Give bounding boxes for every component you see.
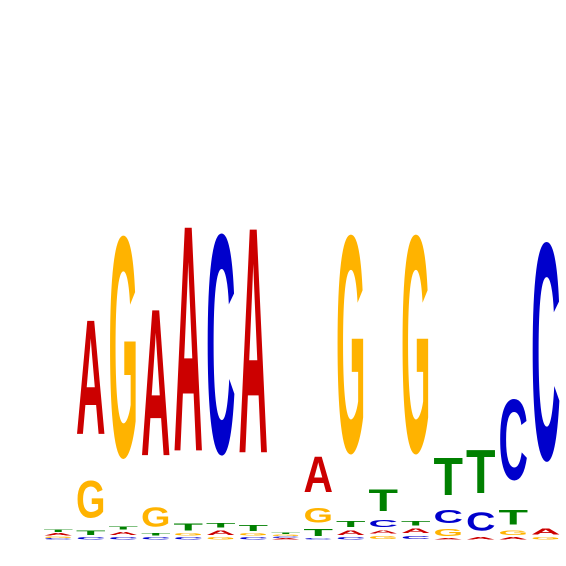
letter-C: C: [44, 538, 74, 540]
letter-A: A: [109, 531, 138, 536]
letter-A: A: [174, 157, 203, 519]
letter-A: A: [44, 533, 74, 537]
letter-C: C: [434, 507, 464, 528]
letter-T: T: [141, 533, 171, 537]
letter-T: T: [271, 533, 301, 535]
letter-C: C: [336, 536, 366, 540]
logo-column-14: ACT: [466, 436, 496, 540]
letter-G: G: [206, 536, 235, 540]
letter-T: T: [401, 520, 430, 527]
letter-T: T: [434, 446, 463, 506]
letter-C: C: [239, 536, 269, 540]
letter-T: T: [109, 525, 139, 530]
letter-C: C: [174, 536, 204, 540]
letter-C: C: [141, 536, 171, 540]
letter-C: C: [466, 508, 495, 537]
letter-G: G: [336, 171, 365, 518]
letter-T: T: [304, 527, 333, 538]
letter-G: G: [401, 171, 430, 518]
letter-T: T: [369, 483, 399, 518]
letter-T: T: [336, 520, 365, 529]
letter-T: T: [44, 529, 74, 533]
letter-G: G: [304, 503, 333, 527]
letter-A: A: [499, 536, 529, 540]
letter-C: C: [76, 536, 106, 540]
letter-G: G: [109, 171, 138, 523]
letter-T: T: [76, 529, 105, 536]
letter-A: A: [369, 529, 398, 534]
letter-A: A: [239, 159, 268, 521]
letter-G: G: [44, 536, 73, 538]
letter-G: G: [174, 533, 203, 537]
letter-C: C: [271, 536, 301, 538]
letter-T: T: [466, 436, 495, 506]
letter-C: C: [499, 377, 528, 505]
letter-G: G: [239, 533, 268, 537]
letter-C: C: [369, 518, 398, 529]
letter-A: A: [141, 266, 170, 501]
letter-A: A: [434, 538, 464, 540]
letter-A: A: [304, 446, 334, 503]
letter-G: G: [76, 470, 105, 528]
letter-T: T: [499, 505, 529, 529]
letter-G: G: [531, 536, 560, 540]
letter-A: A: [466, 536, 496, 540]
letter-A: A: [336, 529, 365, 536]
letter-G: G: [499, 529, 529, 536]
letter-G: G: [369, 535, 398, 540]
letter-A: A: [76, 287, 105, 470]
letter-A: A: [531, 527, 561, 536]
letter-G: G: [141, 502, 170, 533]
letter-T: T: [239, 524, 268, 533]
letter-A: A: [271, 538, 301, 540]
letter-T: T: [174, 522, 203, 533]
letter-C: C: [206, 169, 236, 520]
letter-C: C: [401, 535, 430, 540]
logo-column-16: GAC: [531, 178, 561, 540]
letter-C: C: [109, 536, 139, 540]
letter-C: C: [304, 538, 334, 540]
letter-G: G: [271, 534, 300, 536]
letter-A: A: [401, 527, 430, 534]
letter-A: A: [206, 529, 235, 536]
letter-G: G: [434, 527, 463, 538]
letter-C: C: [531, 178, 560, 524]
letter-T: T: [206, 522, 235, 529]
